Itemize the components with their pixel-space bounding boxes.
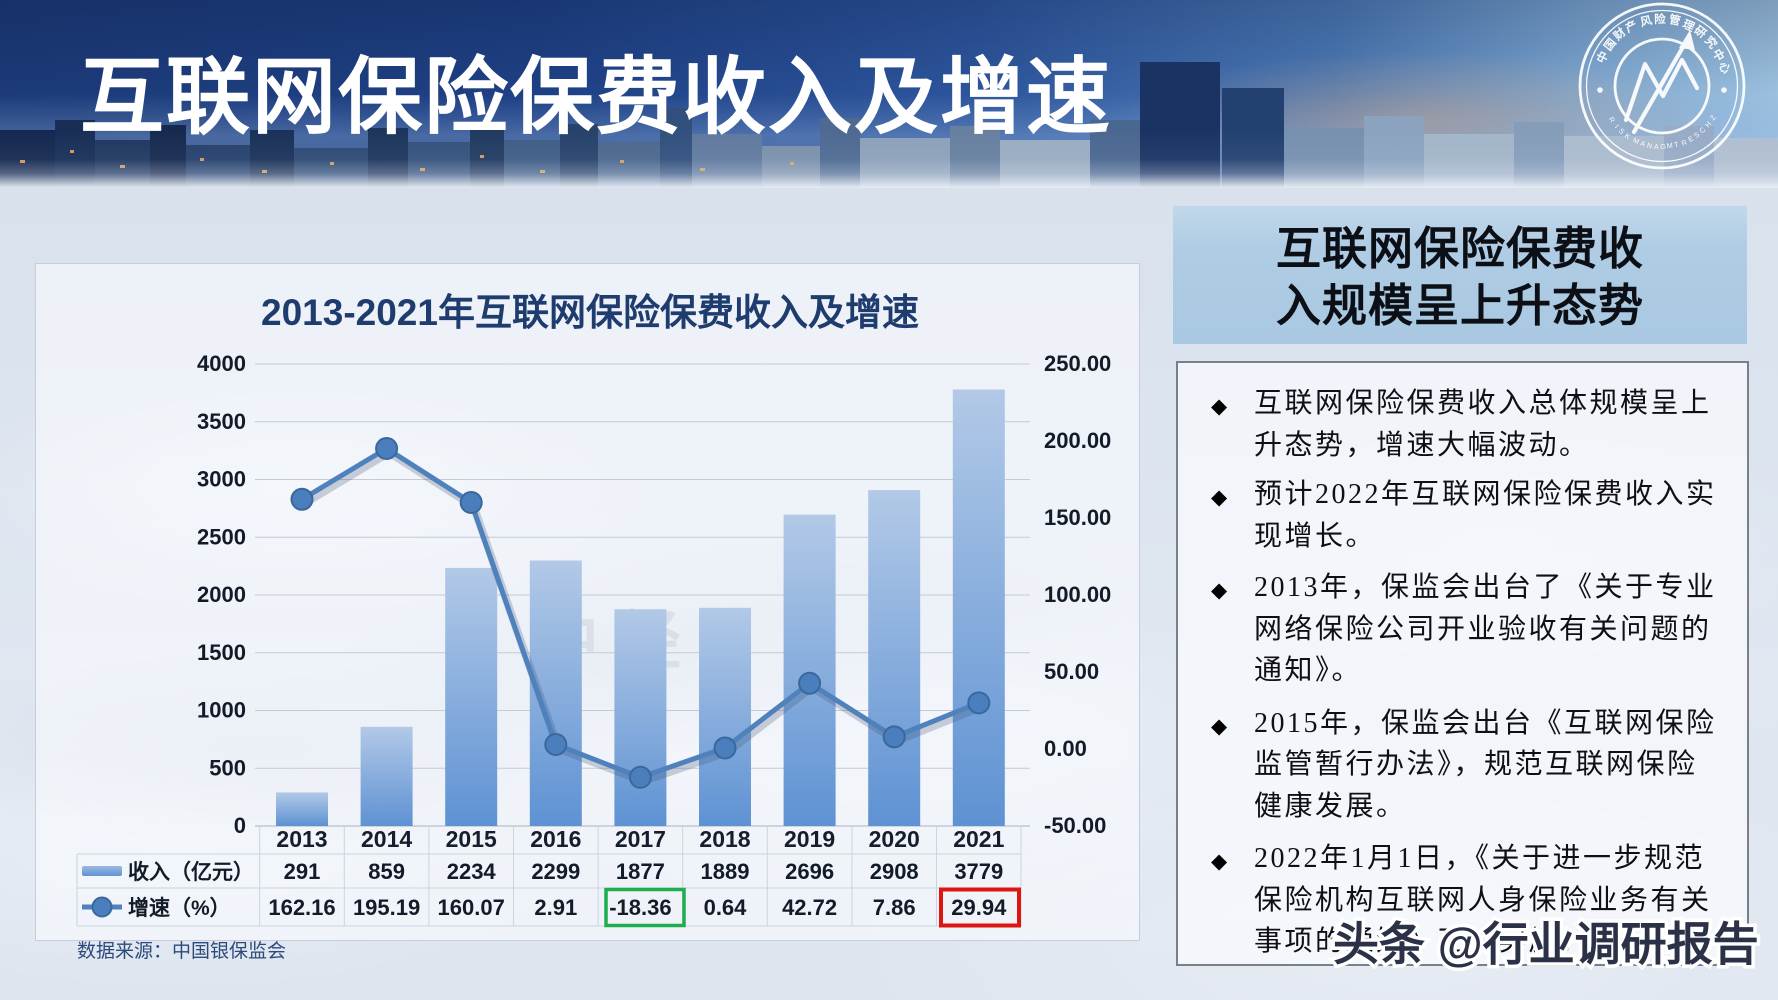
svg-text:I: I (1613, 123, 1621, 130)
svg-text:增速（%）: 增速（%） (128, 896, 231, 920)
svg-text:150.00: 150.00 (1044, 505, 1111, 530)
svg-text:中: 中 (1594, 49, 1612, 65)
svg-text:100.00: 100.00 (1044, 582, 1111, 607)
svg-text:G: G (1660, 142, 1666, 151)
svg-text:2021: 2021 (953, 826, 1004, 852)
svg-text:K: K (1623, 131, 1632, 141)
svg-text:2013-2021年互联网保险保费收入及增速: 2013-2021年互联网保险保费收入及增速 (261, 292, 919, 333)
svg-text:42.72: 42.72 (782, 895, 837, 920)
svg-text:2000: 2000 (197, 582, 246, 607)
svg-text:A: A (1653, 142, 1659, 151)
svg-text:-18.36: -18.36 (609, 895, 671, 920)
svg-text:1500: 1500 (197, 640, 246, 665)
svg-text:195.19: 195.19 (353, 895, 420, 920)
svg-text:2.91: 2.91 (534, 895, 577, 920)
svg-text:M: M (1666, 141, 1673, 151)
svg-text:理: 理 (1681, 18, 1697, 35)
svg-text:0.00: 0.00 (1044, 736, 1087, 761)
svg-text:200.00: 200.00 (1044, 428, 1111, 453)
svg-text:3000: 3000 (197, 467, 246, 492)
svg-text:1889: 1889 (701, 859, 750, 884)
svg-text:162.16: 162.16 (268, 895, 335, 920)
svg-text:2299: 2299 (531, 859, 580, 884)
svg-text:2016: 2016 (530, 826, 581, 852)
svg-text:2234: 2234 (447, 859, 497, 884)
svg-text:2019: 2019 (784, 826, 835, 852)
svg-text:数据来源：中国银保监会: 数据来源：中国银保监会 (77, 940, 286, 962)
svg-text:1000: 1000 (197, 698, 246, 723)
svg-text:3500: 3500 (197, 409, 246, 434)
svg-text:M: M (1631, 135, 1640, 146)
svg-text:心: 心 (1716, 60, 1732, 76)
svg-text:Z: Z (1708, 113, 1718, 122)
svg-text:A: A (1639, 139, 1647, 149)
svg-text:H: H (1703, 120, 1713, 130)
svg-text:T: T (1673, 140, 1680, 150)
svg-text:2018: 2018 (699, 826, 750, 852)
svg-text:E: E (1687, 134, 1696, 144)
svg-text:管: 管 (1668, 12, 1683, 28)
svg-text:7.86: 7.86 (873, 895, 916, 920)
svg-text:风: 风 (1639, 13, 1654, 29)
svg-text:产: 产 (1623, 18, 1640, 36)
svg-text:险: 险 (1654, 12, 1666, 26)
svg-text:859: 859 (368, 859, 405, 884)
svg-text:2020: 2020 (869, 826, 920, 852)
svg-text:4000: 4000 (197, 351, 246, 376)
svg-text:0: 0 (234, 813, 246, 838)
svg-text:2013: 2013 (276, 826, 327, 852)
svg-text:S: S (1692, 130, 1701, 140)
svg-text:3779: 3779 (954, 859, 1003, 884)
svg-text:N: N (1646, 141, 1653, 151)
svg-text:R: R (1607, 115, 1617, 124)
svg-text:2500: 2500 (197, 524, 246, 549)
svg-text:S: S (1617, 126, 1627, 136)
svg-text:C: C (1697, 125, 1707, 135)
svg-text:0.64: 0.64 (704, 895, 748, 920)
svg-text:250.00: 250.00 (1044, 351, 1111, 376)
svg-text:291: 291 (284, 859, 321, 884)
svg-text:1877: 1877 (616, 859, 665, 884)
svg-text:2908: 2908 (870, 859, 919, 884)
svg-text:收入（亿元）: 收入（亿元） (128, 860, 254, 884)
svg-text:50.00: 50.00 (1044, 659, 1099, 684)
svg-text:2014: 2014 (361, 826, 412, 852)
svg-text:R: R (1680, 138, 1688, 148)
svg-text:29.94: 29.94 (951, 895, 1007, 920)
svg-text:2017: 2017 (615, 826, 666, 852)
svg-text:2696: 2696 (785, 859, 834, 884)
svg-text:160.07: 160.07 (438, 895, 505, 920)
svg-text:2015: 2015 (446, 826, 497, 852)
svg-text:-50.00: -50.00 (1044, 813, 1106, 838)
svg-text:500: 500 (209, 755, 246, 780)
